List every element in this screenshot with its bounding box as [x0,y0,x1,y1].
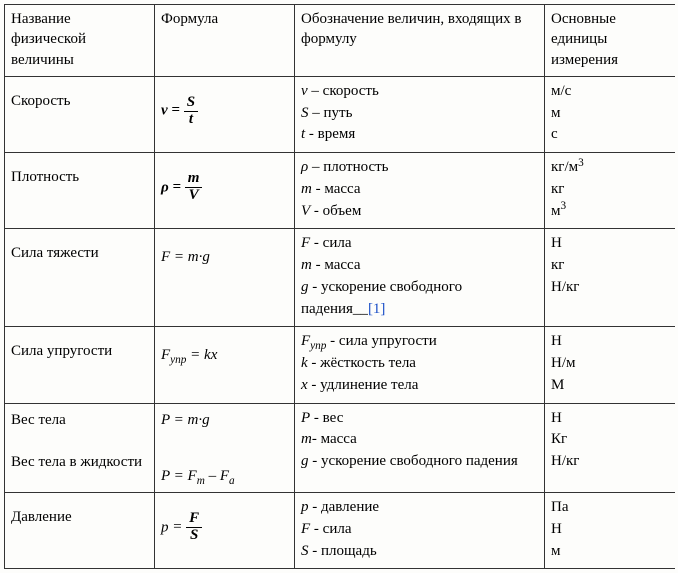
header-formula: Формула [155,5,295,77]
header-definitions: Обозначение величин, входящих в формулу [295,5,545,77]
table-row: Сила упругостиFупр = kxFупр - сила упруг… [5,327,675,403]
definitions-cell: p - давлениеF - силаS - площадь [295,493,545,569]
formula-cell: ρ = mV [155,153,295,229]
quantity-name: Сила упругости [5,327,155,403]
formula-cell: v = St [155,76,295,152]
formula-cell: P = m·gP = Fm – Fа [155,403,295,493]
quantity-name: Вес телаВес тела в жидкости [5,403,155,493]
definitions-cell: P - весm- массаg - ускорение свободного … [295,403,545,493]
quantity-name: Плотность [5,153,155,229]
units-cell: ПаНм [545,493,675,569]
units-cell: м/смс [545,76,675,152]
table-row: Вес телаВес тела в жидкостиP = m·gP = Fm… [5,403,675,493]
units-cell: Нкг Н/кг [545,229,675,327]
units-cell: кг/м3кгм3 [545,153,675,229]
table-row: Сила тяжестиF = m·gF - силаm - массаg - … [5,229,675,327]
header-units: Основные единицы измерения [545,5,675,77]
formula-cell: F = m·g [155,229,295,327]
header-row: Название физической величины Формула Обо… [5,5,675,77]
formula-cell: p = FS [155,493,295,569]
table-row: Скоростьv = Stv – скоростьS – путьt - вр… [5,76,675,152]
definitions-cell: v – скоростьS – путьt - время [295,76,545,152]
quantity-name: Сила тяжести [5,229,155,327]
definitions-cell: Fупр - сила упругостиk - жёсткость телаx… [295,327,545,403]
definitions-cell: F - силаm - массаg - ускорение свободног… [295,229,545,327]
table-row: Плотностьρ = mVρ – плотностьm - массаV -… [5,153,675,229]
formula-cell: Fупр = kx [155,327,295,403]
units-cell: НКгН/кг [545,403,675,493]
units-cell: НН/мМ [545,327,675,403]
physics-formulas-table: Название физической величины Формула Обо… [4,4,675,569]
header-name: Название физической величины [5,5,155,77]
quantity-name: Скорость [5,76,155,152]
table-row: Давлениеp = FSp - давлениеF - силаS - пл… [5,493,675,569]
quantity-name: Давление [5,493,155,569]
definitions-cell: ρ – плотностьm - массаV - объем [295,153,545,229]
